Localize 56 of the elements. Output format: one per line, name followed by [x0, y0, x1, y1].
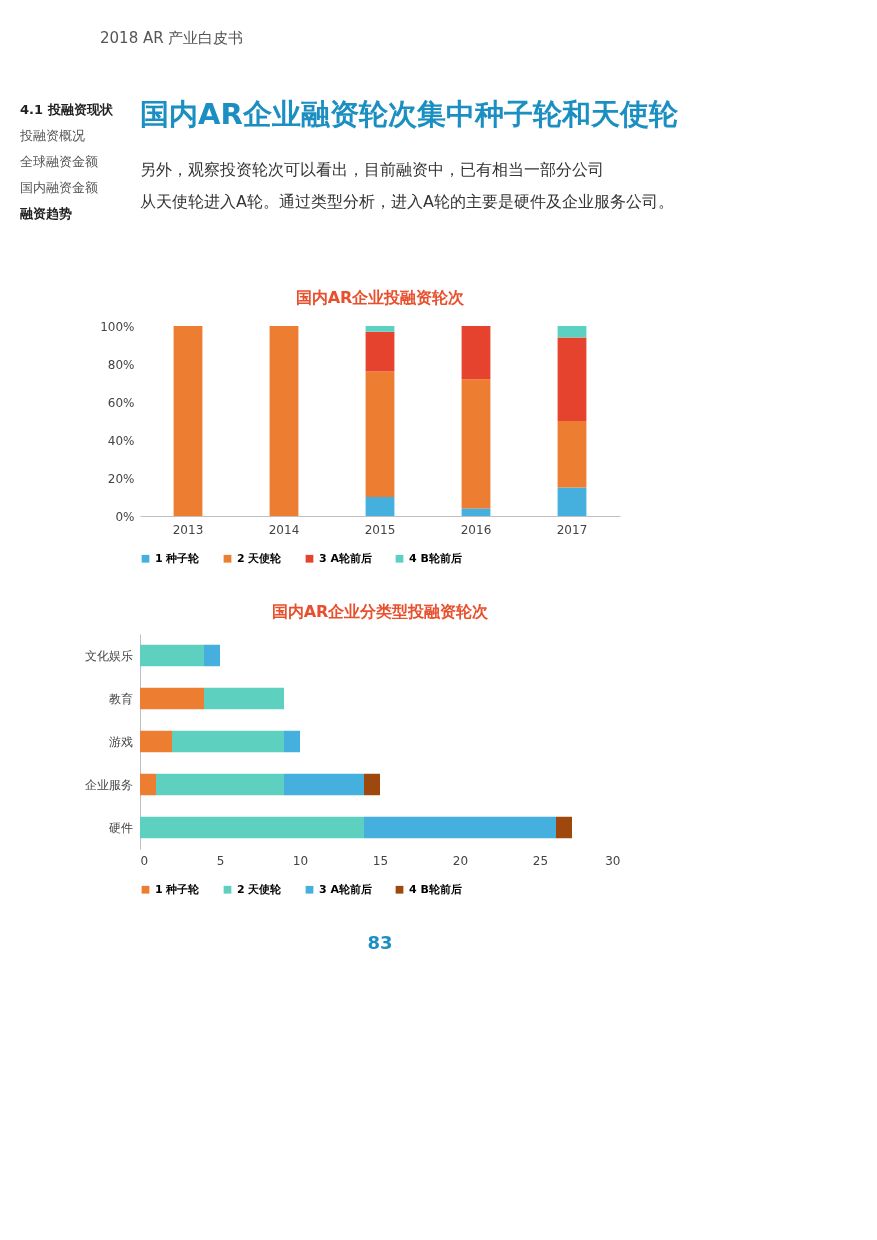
y-tick-label: 文化娱乐	[84, 648, 133, 663]
text: 另外，观察投资轮次可以看出，目前融资中，已有相当一部分公司	[140, 160, 604, 179]
legend-label: 3 A轮前后	[319, 882, 372, 896]
text: 投融资概况	[19, 128, 85, 143]
x-tick-label: 2013	[172, 522, 204, 537]
legend-label: 4 B轮前后	[409, 882, 462, 896]
bar	[557, 326, 587, 338]
bar	[461, 326, 491, 380]
text: 83	[367, 932, 393, 953]
y-tick-label: 硬件	[108, 820, 133, 835]
x-tick-label: 15	[372, 853, 389, 868]
bar	[365, 497, 395, 516]
bar	[269, 326, 299, 516]
x-tick-label: 2016	[460, 522, 492, 537]
x-tick-label: 2015	[364, 522, 396, 537]
x-tick-label: 2014	[268, 522, 300, 537]
text: 2018 AR 产业白皮书	[100, 29, 244, 47]
y-tick-label: 40%	[107, 433, 135, 448]
text: 4.1 投融资现状	[20, 102, 114, 117]
x-tick-label: 25	[532, 853, 549, 868]
y-tick-label: 100%	[100, 319, 135, 334]
x-tick-label: 30	[605, 853, 621, 868]
text: 全球融资金额	[20, 154, 98, 169]
legend-label: 3 A轮前后	[319, 551, 372, 565]
y-tick-label: 60%	[107, 395, 135, 410]
bar	[173, 326, 203, 516]
x-tick-label: 5	[216, 853, 225, 868]
y-tick-label: 20%	[107, 471, 135, 486]
x-tick-label: 0	[140, 853, 149, 868]
text: 融资趋势	[20, 206, 72, 221]
x-tick-label: 20	[452, 853, 469, 868]
x-tick-label: 2017	[556, 522, 588, 537]
chart-title: 国内AR企业投融资轮次	[295, 288, 466, 307]
text: 从天使轮进入A轮。通过类型分析，进入A轮的主要是硬件及企业服务公司。	[140, 192, 674, 211]
x-tick-label: 10	[292, 853, 309, 868]
bar	[365, 371, 395, 497]
y-tick-label: 0%	[115, 509, 135, 524]
chart-title: 国内AR企业分类型投融资轮次	[271, 602, 490, 621]
bar	[461, 379, 491, 509]
y-tick-label: 企业服务	[84, 777, 133, 792]
legend-label: 4 B轮前后	[409, 551, 462, 565]
bar	[557, 487, 587, 516]
legend-label: 1 种子轮	[155, 882, 201, 896]
bar	[557, 337, 587, 421]
bar	[365, 331, 395, 372]
y-tick-label: 教育	[108, 691, 133, 706]
legend-label: 1 种子轮	[155, 551, 201, 565]
bar	[365, 326, 395, 332]
legend-label: 2 天使轮	[237, 551, 283, 565]
bar	[557, 421, 587, 488]
y-tick-label: 80%	[107, 357, 135, 372]
legend-label: 2 天使轮	[237, 882, 283, 896]
text: 国内融资金额	[20, 180, 98, 195]
bar	[461, 508, 491, 516]
y-tick-label: 游戏	[108, 734, 133, 749]
text: 国内AR企业融资轮次集中种子轮和天使轮	[140, 97, 679, 131]
